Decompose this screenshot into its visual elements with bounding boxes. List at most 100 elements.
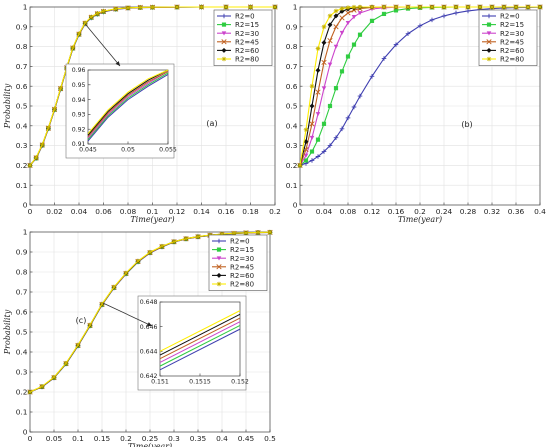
- panel-b-y-tick-label: 0.8: [286, 42, 298, 51]
- panel-c-y-tick-label: 0.6: [16, 308, 28, 317]
- panel-a-y-tick-label: 0.9: [16, 22, 28, 31]
- panel-b-data-point: [417, 23, 423, 29]
- panel-b-legend-entry: R2=60: [500, 47, 524, 55]
- panel-b-x-tick-label: 0.08: [340, 207, 357, 216]
- panel-a-y-tick-label: 0.7: [16, 62, 28, 71]
- panel-c-data-point: [243, 230, 249, 236]
- panel-c-legend-box: [208, 234, 268, 291]
- panel-b-legend-marker: [486, 56, 492, 62]
- panel-b-data-point: [351, 15, 357, 20]
- panel-c-data-point: [63, 360, 69, 366]
- panel-c-zoom-arrowhead: [147, 322, 152, 327]
- panel-c-data-point: [87, 322, 93, 328]
- panel-b-data-point: [381, 4, 387, 10]
- panel-b-data-point: [327, 38, 333, 44]
- panel-b-data-point: [333, 24, 339, 30]
- panel-b-data-point: [315, 112, 321, 117]
- panel-b-data-point: [321, 59, 327, 66]
- panel-a-legend-entry: R2=30: [235, 30, 259, 38]
- panel-c-data-point: [123, 270, 129, 276]
- panel-a-y-axis-label: Probability: [3, 83, 12, 129]
- panel-b-data-point: [315, 89, 321, 95]
- panel-c-y-tick-label: 0.8: [16, 268, 28, 277]
- panel-c-data-point: [267, 229, 273, 235]
- panel-a-data-point: [150, 4, 155, 10]
- panel-a-x-tick-label: 0.14: [193, 207, 210, 216]
- panel-a-inset-series-5: [87, 69, 169, 134]
- panel-c-y-tick-label: 0: [23, 428, 28, 437]
- panel-b-data-point: [417, 4, 423, 10]
- panel-c-data-point: [99, 301, 105, 307]
- panel-b-data-point: [393, 42, 399, 47]
- panel-a-y-tick-label: 0.3: [16, 141, 28, 150]
- panel-a-legend-marker: [221, 13, 227, 19]
- panel-b-y-tick-label: 0: [293, 201, 298, 210]
- panel-a-legend-box: [213, 9, 273, 66]
- panel-b-x-tick-label: 0.24: [436, 207, 453, 216]
- panel-b-data-point: [315, 137, 321, 142]
- panel-c-inset-series-0: [159, 328, 241, 371]
- panel-a-x-tick-label: 0.2: [269, 207, 281, 216]
- panel-a-x-tick-label: 0.12: [169, 207, 185, 216]
- panel-c-inset-series-1: [159, 324, 241, 367]
- panel-b-data-point: [327, 103, 333, 109]
- panel-b-x-tick-label: 0.16: [388, 207, 405, 216]
- panel-a-inset-y-tick-label: 0.94: [72, 97, 86, 104]
- panel-b-data-point: [321, 121, 327, 126]
- panel-a-inset-y-tick-label: 0.96: [72, 67, 86, 74]
- panel-c-inset-series-line: [159, 313, 241, 356]
- panel-c-y-tick-label: 0.1: [16, 408, 28, 417]
- panel-c-inset-x-tick-label: 0.1515: [189, 379, 211, 386]
- panel-a-data-point: [223, 4, 229, 10]
- panel-c-y-tick-label: 0.3: [16, 368, 28, 377]
- panel-b-data-point: [327, 13, 333, 19]
- panel-c-legend-entry: R2=45: [230, 263, 254, 271]
- panel-b-legend-box: [478, 9, 538, 66]
- panel-c-x-tick-label: 0.3: [168, 434, 180, 443]
- panel-a-data-point: [125, 5, 131, 11]
- panel-c-legend-marker: [216, 238, 222, 244]
- panel-a-x-tick-label: 0.04: [71, 207, 88, 216]
- panel-b-data-point: [339, 69, 345, 74]
- panel-c-axes-frame: [29, 231, 271, 433]
- panel-a-legend-entry: R2=60: [235, 47, 259, 55]
- panel-a-data-point: [76, 31, 82, 37]
- panel-c-data-point: [231, 230, 237, 236]
- panel-a-data-point: [113, 6, 119, 12]
- panel-c-legend-entry: R2=0: [230, 238, 250, 246]
- panel-b-data-point: [345, 21, 351, 26]
- panel-b-x-tick-label: 0.4: [534, 207, 546, 216]
- panel-b-data-point: [303, 153, 309, 158]
- panel-b-y-tick-label: 1: [293, 3, 298, 12]
- panel-b-data-point: [333, 13, 339, 19]
- panel-b-y-tick-label: 0.5: [286, 102, 298, 111]
- panel-a-x-tick-label: 0.18: [242, 207, 259, 216]
- panel-a-data-point: [27, 163, 33, 168]
- panel-b-y-tick-label: 0.4: [286, 121, 298, 130]
- panel-a-inset-y-tick-label: 0.93: [72, 112, 86, 119]
- panel-b-x-tick-label: 0.28: [460, 207, 477, 216]
- panel-a-inset-x-tick-label: 0.05: [121, 147, 135, 154]
- panel-b-data-point: [453, 4, 459, 10]
- panel-c-inset-chart: 0.151 0.1515 0.152 0.642 0.644 0.646 0.648: [137, 295, 249, 391]
- panel-b-data-point: [357, 11, 363, 16]
- panel-b-data-point: [351, 104, 357, 110]
- panel-b-legend-marker: [486, 31, 492, 36]
- panel-b-x-tick-label: 0.2: [414, 207, 426, 216]
- panel-b-legend-entry: R2=45: [500, 38, 524, 46]
- panel-a-x-tick-label: 0.1: [147, 207, 159, 216]
- panel-c-data-point: [159, 243, 165, 249]
- panel-b-data-point: [309, 158, 315, 163]
- panel-c-y-axis-label: Probability: [3, 309, 12, 355]
- panel-a-data-point: [39, 142, 45, 147]
- panel-b-data-point: [429, 4, 435, 10]
- panel-c-data-point: [111, 284, 117, 290]
- panel-c-data-point: [147, 249, 153, 255]
- panel-c-series-5: [27, 229, 273, 395]
- panel-a-data-point: [46, 125, 51, 131]
- panel-a-data-point: [33, 155, 39, 160]
- panel-c-x-tick-label: 0.4: [216, 434, 228, 443]
- panel-c-inset-y-tick-label: 0.648: [140, 299, 158, 306]
- panel-c-legend-marker: [216, 264, 222, 270]
